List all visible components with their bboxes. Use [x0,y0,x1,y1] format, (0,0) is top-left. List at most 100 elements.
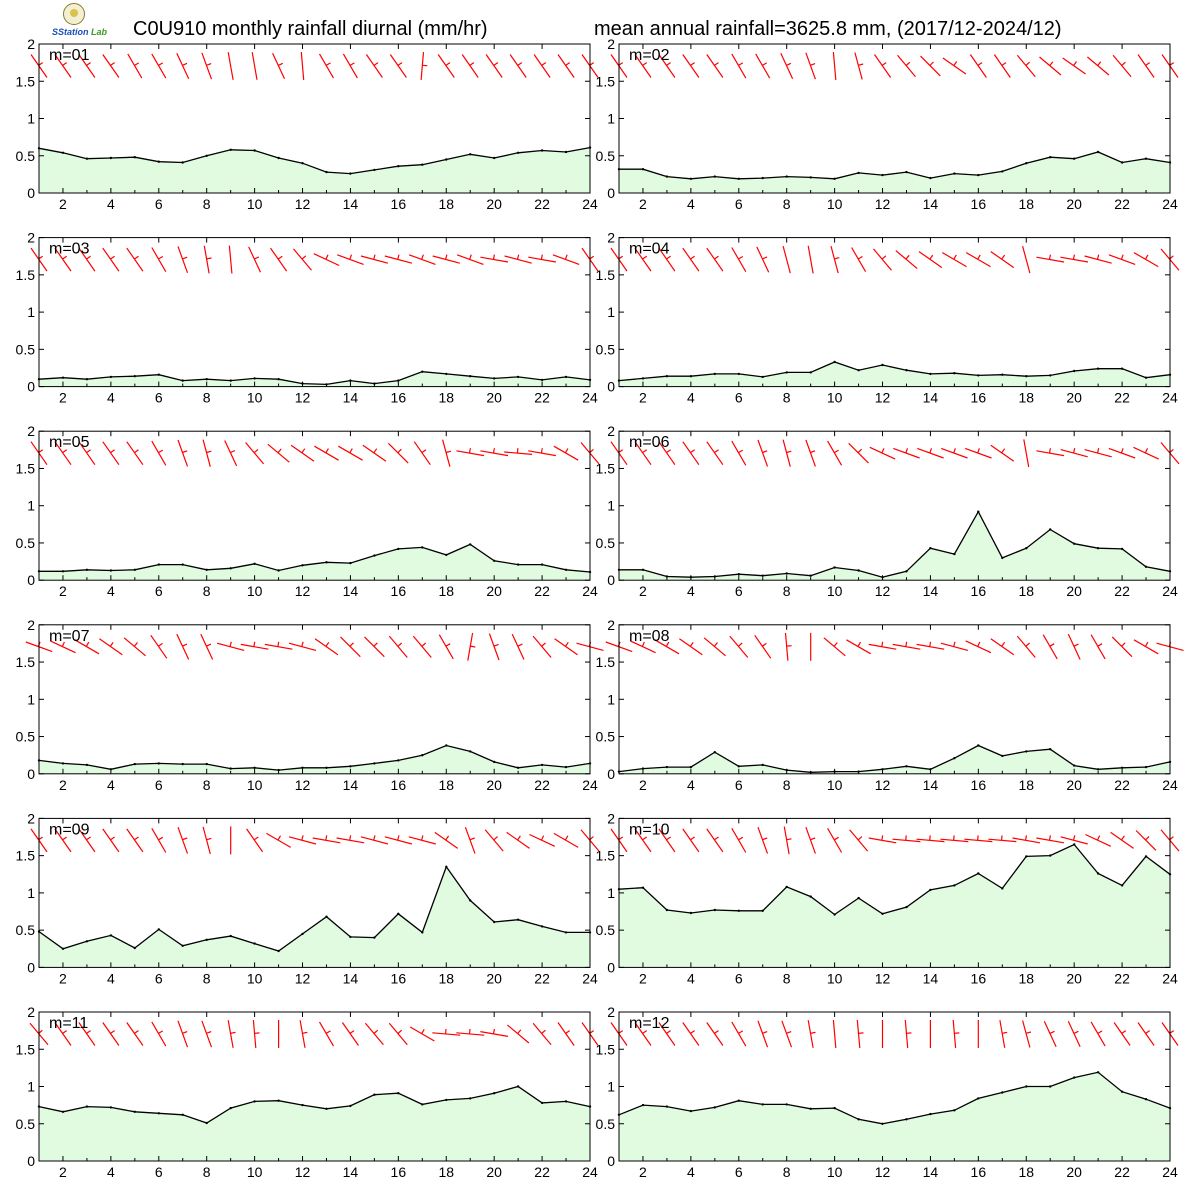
y-tick-label: 1.5 [596,73,616,89]
data-point [421,931,424,934]
y-tick-label: 1.5 [16,848,36,864]
y-tick-label: 0 [607,185,615,201]
data-point [301,932,304,936]
wind-barb [940,447,968,459]
rain-line [38,371,591,386]
x-tick-label: 4 [687,1164,695,1180]
lab-logo: SStation Lab [52,3,107,43]
wind-barb [78,828,96,853]
data-point [253,377,256,380]
x-tick-label: 20 [486,777,502,793]
data-point [516,151,520,154]
data-point [977,872,980,875]
x-tick-label: 20 [486,583,502,599]
data-point [349,172,352,175]
wind-barb [338,445,363,461]
y-tick-label: 0.5 [596,922,616,938]
wind-barb [988,835,1017,843]
wind-barb [434,831,459,849]
wind-barb [362,444,387,462]
data-point [929,372,932,376]
x-tick-label: 6 [155,1164,163,1180]
x-tick-label: 18 [438,390,454,406]
wind-barb [892,641,921,650]
x-tick-label: 12 [295,1164,311,1180]
wind-barb [856,1020,864,1048]
y-tick-label: 0.5 [16,922,36,938]
y-tick-label: 0 [607,379,615,395]
data-point [301,162,304,165]
wind-barb [102,247,120,272]
y-tick-label: 2 [27,36,35,52]
data-point [1096,768,1100,771]
wind-barb [658,54,676,78]
panel-1: 00.511.522 4 6 8 10 12 14 16 18 20 22 24m=01 [16,36,599,212]
data-point [325,561,328,564]
data-point [1144,1098,1148,1101]
data-point [1001,373,1004,376]
x-tick-label: 22 [534,390,550,406]
wind-barb [127,53,143,79]
x-tick-label: 10 [827,196,843,212]
wind-barb [703,637,726,657]
data-point [905,369,908,372]
x-tick-label: 16 [971,1164,987,1180]
wind-barb [942,57,967,75]
wind-barb [437,54,455,78]
wind-barb [756,246,770,273]
data-point [785,572,788,575]
wind-barb [897,54,916,78]
data-point [133,1110,136,1114]
wind-barb [782,439,792,467]
rain-line [618,1071,1171,1125]
x-tick-label: 6 [735,970,743,986]
data-point [61,947,65,950]
wind-barb [438,634,454,660]
data-point [205,938,208,941]
x-tick-label: 22 [1114,196,1130,212]
rain-line [618,744,1171,773]
x-tick-label: 24 [1162,777,1178,793]
x-tick-label: 24 [582,583,598,599]
y-tick-label: 2 [607,617,615,633]
wind-barb [126,1022,144,1046]
wind-barb [364,1022,384,1046]
y-tick-label: 2 [607,230,615,246]
x-tick-label: 10 [827,390,843,406]
x-tick-label: 2 [59,970,67,986]
data-point [277,768,280,772]
wind-barb [240,641,269,650]
data-point [253,149,256,152]
data-point [761,574,764,577]
data-point [641,168,645,171]
wind-barb [54,441,72,466]
data-point [253,942,256,945]
data-point [641,1103,645,1107]
wind-barb [990,444,1015,462]
data-point [737,372,740,376]
data-point [689,765,693,769]
wind-barb [432,1028,461,1036]
x-tick-label: 18 [1018,583,1034,599]
data-point [301,766,304,769]
wind-barb [290,444,315,462]
data-point [713,372,716,376]
wind-barb [300,52,305,80]
data-point [881,1122,884,1126]
wind-barb [731,53,747,79]
wind-barb [941,252,967,268]
data-point [905,170,908,174]
data-point [421,546,424,549]
wind-barb [757,1020,769,1048]
panel-12: 00.511.522 4 6 8 10 12 14 16 18 20 22 24m=12 [596,1004,1179,1180]
wind-barb [509,54,527,78]
data-point [761,763,764,767]
data-point [977,1097,980,1100]
data-point [540,925,544,928]
data-point [277,1099,280,1102]
x-tick-label: 10 [827,777,843,793]
x-tick-label: 6 [155,777,163,793]
x-tick-label: 18 [1018,777,1034,793]
wind-barb [1036,835,1065,844]
data-point [833,360,836,364]
